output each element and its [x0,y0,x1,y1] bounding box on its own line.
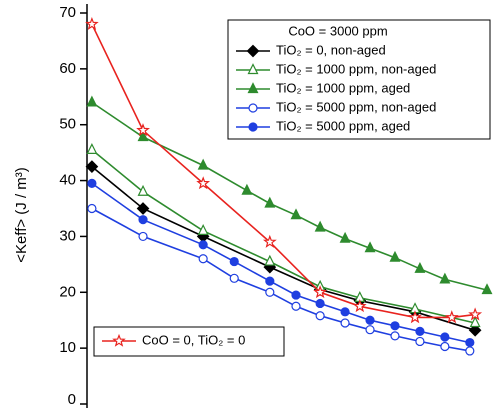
marker [87,178,97,188]
marker [265,276,275,286]
legend-label: TiO₂ = 0, non-aged [276,42,386,57]
marker [365,325,375,335]
legend: CoO = 0, TiO₂ = 0 [93,326,285,357]
marker [248,103,258,113]
y-tick-label: 20 [59,283,76,300]
series-line [91,149,476,324]
marker [265,287,275,297]
y-tick-label: 50 [59,116,76,133]
marker [415,326,425,336]
marker [197,224,209,235]
marker [415,336,425,347]
marker [465,346,475,356]
legend-box [227,19,491,140]
legend-label: TiO₂ = 5000 ppm, non-aged [276,99,436,114]
marker [315,311,325,321]
legend-label: TiO₂ = 1000 ppm, aged [276,80,410,95]
marker [247,82,259,94]
marker [468,323,482,337]
marker [87,203,97,214]
marker [389,250,401,262]
marker [352,299,367,313]
legend-label: CoO = 0, TiO₂ = 0 [142,332,245,347]
y-tick-label: 0 [68,391,76,408]
marker [465,337,475,348]
series-line [91,165,476,332]
marker [262,234,277,248]
marker [364,241,376,253]
marker [340,318,350,328]
marker [314,220,326,232]
y-tick-label: 60 [59,60,76,77]
marker [313,285,328,299]
marker [440,341,450,352]
marker [136,123,150,137]
marker [86,95,98,107]
marker [264,254,276,266]
marker [247,63,259,75]
marker [481,283,493,295]
marker [339,231,351,243]
marker [291,301,301,311]
marker [198,254,208,264]
marker [290,208,302,220]
marker [248,122,258,132]
marker [315,298,325,309]
legend-title: CoO = 3000 ppm [288,23,387,38]
legend-label: TiO₂ = 5000 ppm, aged [276,118,410,133]
marker [439,272,451,284]
marker [390,321,400,331]
marker [241,183,253,195]
marker [291,290,301,300]
marker [138,215,148,225]
marker [264,196,276,208]
marker [440,332,450,342]
marker [85,160,99,173]
y-tick-label: 40 [59,172,76,189]
marker [229,256,239,267]
marker [86,143,98,154]
marker [85,16,99,30]
marker [414,261,426,273]
marker [196,176,211,190]
legend-label: TiO₂ = 1000 ppm, non-aged [276,61,436,76]
marker [468,307,483,321]
marker [198,240,208,250]
marker [469,316,481,328]
y-tick-label: 10 [59,339,76,356]
marker [340,307,350,317]
legend: CoO = 3000 ppm TiO₂ = 0, non-aged TiO₂ = 1… [227,19,491,140]
marker [408,310,422,324]
marker [138,231,148,242]
marker [112,333,126,347]
marker [390,331,400,341]
y-tick-label: 30 [59,227,76,244]
marker [444,310,459,324]
marker [229,273,239,283]
marker [137,130,149,142]
marker [136,202,150,215]
marker [365,315,375,325]
marker [197,158,209,170]
marker [137,184,149,196]
y-tick-label: 70 [59,4,76,21]
marker [246,44,260,58]
y-axis-label: <Keff> (J / m³) [13,167,30,263]
